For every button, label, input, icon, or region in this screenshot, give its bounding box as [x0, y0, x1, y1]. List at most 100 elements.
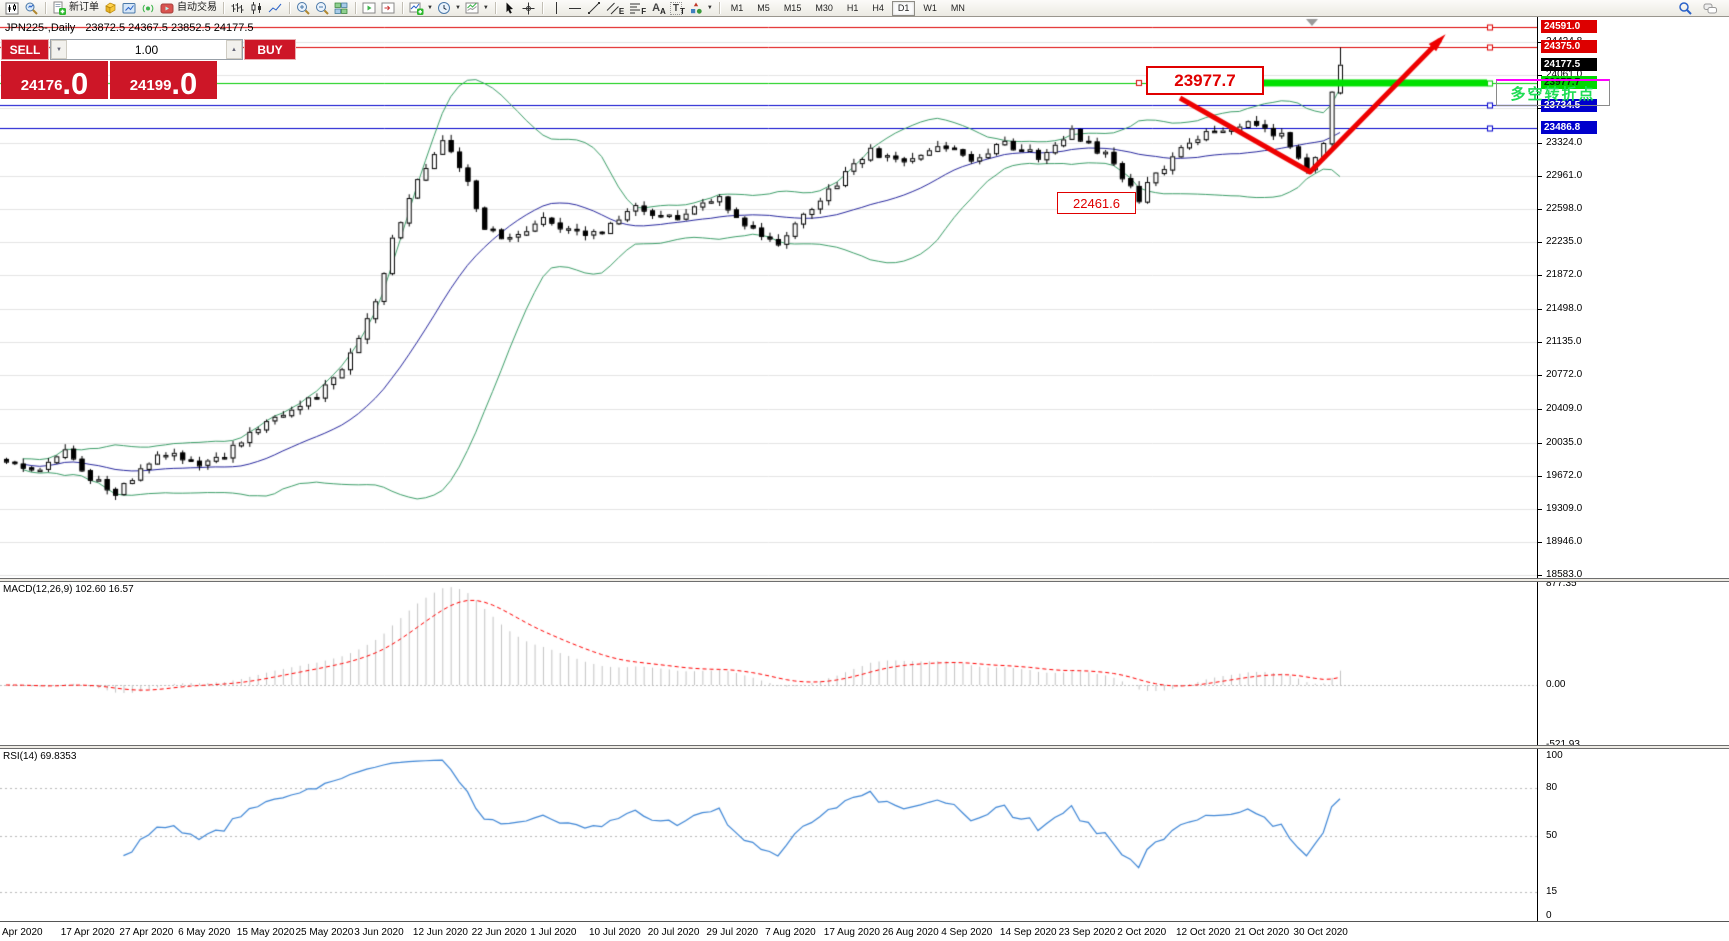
timeframe-button-w1[interactable]: W1 [923, 2, 937, 13]
market-watch-icon[interactable] [101, 0, 120, 16]
toolbar: 新订单 自动交易 ▼ ▼ ▼ E F A A T T ▼ M1 M5 M15 M30 H1 H4 D1 W1 MN [0, 0, 1729, 17]
price-tickmark [1538, 309, 1542, 311]
price-tick-label: 21135.0 [1546, 336, 1582, 348]
price-tickmark [1538, 108, 1542, 110]
timeframe-button-m1[interactable]: M1 [730, 2, 744, 13]
vertical-line-icon[interactable] [547, 0, 566, 16]
volume-decrease-button[interactable]: ▼ [51, 40, 67, 59]
time-tick-label: 29 Jul 2020 [706, 927, 759, 938]
new-chart-icon[interactable] [3, 0, 22, 16]
price-tick-label: 20035.0 [1546, 436, 1583, 448]
macd-pane-canvas[interactable] [0, 582, 1537, 745]
channel-icon[interactable]: E [604, 0, 626, 16]
label-icon-letter: T [679, 6, 685, 16]
timeframe-button-m5[interactable]: M5 [757, 2, 770, 13]
price-tickmark [1538, 575, 1542, 577]
publish-chart-icon[interactable] [120, 0, 139, 16]
time-tick-label: 14 Sep 2020 [999, 927, 1057, 938]
price-tick-label: 80 [1546, 782, 1558, 793]
bar-chart-icon[interactable] [228, 0, 247, 16]
indicators-icon[interactable]: ▼ [407, 0, 435, 16]
price-tick-label: 877.35 [1546, 578, 1577, 589]
channel-icon-letter: E [618, 6, 625, 16]
chart-shift-icon[interactable] [379, 0, 398, 16]
resistance-price-callout[interactable]: 23977.7 [1146, 66, 1264, 95]
price-axis-border [1537, 17, 1538, 921]
line-chart-icon[interactable] [266, 0, 285, 16]
rsi-pane-canvas[interactable] [0, 748, 1537, 921]
timeframe-button-h1[interactable]: H1 [846, 2, 859, 13]
signals-icon[interactable] [139, 0, 158, 16]
price-tick-label: 0.00 [1546, 679, 1566, 690]
time-axis-separator [0, 921, 1729, 922]
price-tick-label: 18946.0 [1546, 536, 1583, 548]
sell-price-display[interactable]: 24176.0 [1, 61, 108, 99]
price-level-badge: 24375.0 [1541, 40, 1597, 54]
time-tick-label: 4 Sep 2020 [941, 927, 993, 938]
ohlc-readout: 23872.5 24367.5 23852.5 24177.5 [85, 22, 254, 34]
autotrading-icon[interactable]: 自动交易 [158, 0, 219, 16]
timeframe-button-m15[interactable]: M15 [783, 2, 802, 13]
chevron-down-icon: ▼ [706, 5, 713, 11]
crosshair-icon[interactable] [519, 0, 538, 16]
price-tickmark [1538, 175, 1542, 177]
volume-stepper: ▼ ▲ [50, 39, 243, 60]
search-icon[interactable] [1676, 0, 1695, 16]
periods-icon[interactable]: ▼ [435, 0, 463, 16]
price-tickmark [1538, 508, 1542, 510]
price-tick-label: 100 [1546, 750, 1563, 761]
turning-point-note[interactable]: 多空转折点 [1496, 79, 1610, 106]
chat-icon[interactable] [1701, 0, 1720, 16]
timeframe-button-h4[interactable]: H4 [872, 2, 884, 13]
time-tick-label: 25 May 2020 [295, 927, 354, 938]
price-tick-label: 22598.0 [1546, 202, 1583, 214]
price-tick-label: -521.93 [1546, 739, 1580, 750]
time-tick-label: 15 May 2020 [236, 927, 295, 938]
volume-input[interactable] [67, 40, 226, 59]
zoom-in-icon[interactable] [294, 0, 313, 16]
autotrading-icon-label: 自动交易 [177, 2, 217, 13]
chart-profile-icon[interactable] [22, 0, 41, 16]
trendline-icon[interactable] [585, 0, 604, 16]
time-tick-label: 27 Apr 2020 [119, 927, 174, 938]
buy-price-display[interactable]: 24199.0 [110, 61, 217, 99]
buy-price-pips: .0 [171, 65, 198, 101]
time-tick-label: 20 Jul 2020 [647, 927, 700, 938]
fibonacci-icon[interactable]: F [626, 0, 648, 16]
timeframe-button-mn[interactable]: MN [950, 2, 965, 13]
pane-separator[interactable] [0, 745, 1729, 749]
timeframe-button-d1[interactable]: D1 [891, 0, 916, 16]
cursor-icon[interactable] [500, 0, 519, 16]
toolbar-right-group [1676, 0, 1726, 16]
price-tickmark [1538, 241, 1542, 243]
timeframe-button-m30[interactable]: M30 [815, 2, 833, 13]
support-price-callout[interactable]: 22461.6 [1057, 192, 1136, 214]
tile-windows-icon[interactable] [332, 0, 351, 16]
price-tickmark [1538, 475, 1542, 477]
toolbar-separator [541, 2, 543, 14]
chevron-down-icon: ▼ [56, 46, 62, 53]
price-tick-label: 50 [1546, 830, 1558, 841]
buy-price-int: 24199 [129, 77, 172, 94]
fibonacci-icon-letter: F [641, 6, 647, 16]
templates-icon[interactable]: ▼ [463, 0, 491, 16]
horizontal-line-icon[interactable] [566, 0, 585, 16]
chevron-down-icon: ▼ [427, 5, 433, 11]
sell-button[interactable]: SELL [1, 39, 49, 60]
price-tick-label: 24061.0 [1546, 69, 1583, 81]
shapes-icon[interactable]: ▼ [687, 0, 715, 16]
candle-chart-icon[interactable] [247, 0, 266, 16]
new-order-icon[interactable]: 新订单 [50, 0, 101, 16]
pane-separator[interactable] [0, 578, 1729, 582]
price-tick-label: 20409.0 [1546, 402, 1583, 414]
toolbar-separator [494, 2, 496, 14]
chart-title: JPN225-,Daily 23872.5 24367.5 23852.5 241… [5, 22, 254, 34]
volume-increase-button[interactable]: ▲ [226, 40, 242, 59]
auto-scroll-icon[interactable] [360, 0, 379, 16]
buy-button[interactable]: BUY [244, 39, 296, 60]
zoom-out-icon[interactable] [313, 0, 332, 16]
time-tick-label: 21 Oct 2020 [1234, 927, 1290, 938]
main-chart-canvas[interactable] [0, 17, 1537, 578]
